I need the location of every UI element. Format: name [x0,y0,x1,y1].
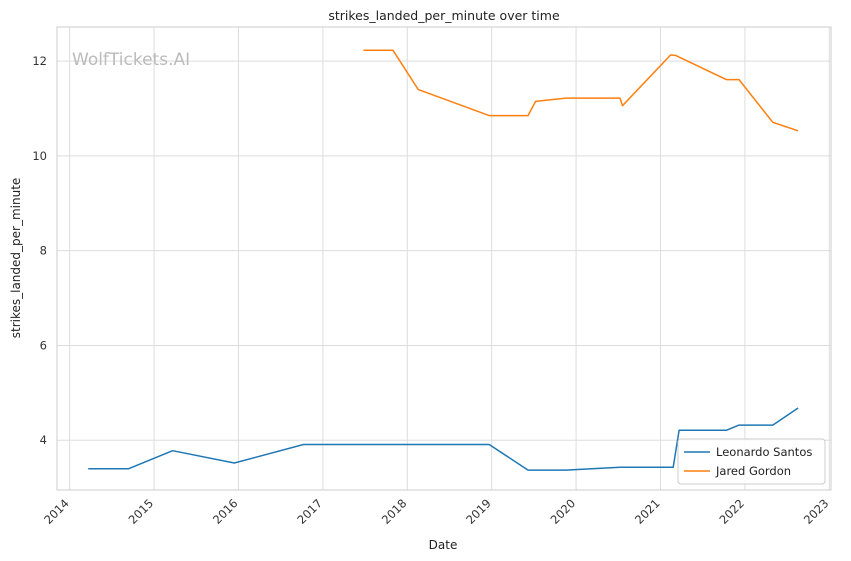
plot-area [57,27,831,490]
plot-frame [56,26,832,491]
y-tick-labels: 4 6 8 10 12 [32,54,47,447]
y-tick-label: 8 [40,244,47,258]
x-axis-title: Date [429,538,458,552]
legend: Leonardo Santos Jared Gordon [677,438,826,485]
series-line-leonardo-santos [88,407,799,471]
legend-label-jared-gordon: Jared Gordon [715,464,791,478]
watermark: WolfTickets.AI [72,50,190,70]
legend-box [677,438,826,485]
y-tick-label: 6 [40,338,47,352]
y-tick-label: 10 [32,149,47,163]
legend-label-leonardo-santos: Leonardo Santos [716,445,812,459]
y-axis-title: strikes_landed_per_minute [9,178,23,339]
chart-title: strikes_landed_per_minute over time [328,8,560,23]
y-tick-label: 4 [40,433,47,447]
series-line-jared-gordon [363,49,799,132]
y-tick-label: 12 [32,54,47,68]
series-lines [88,49,799,471]
